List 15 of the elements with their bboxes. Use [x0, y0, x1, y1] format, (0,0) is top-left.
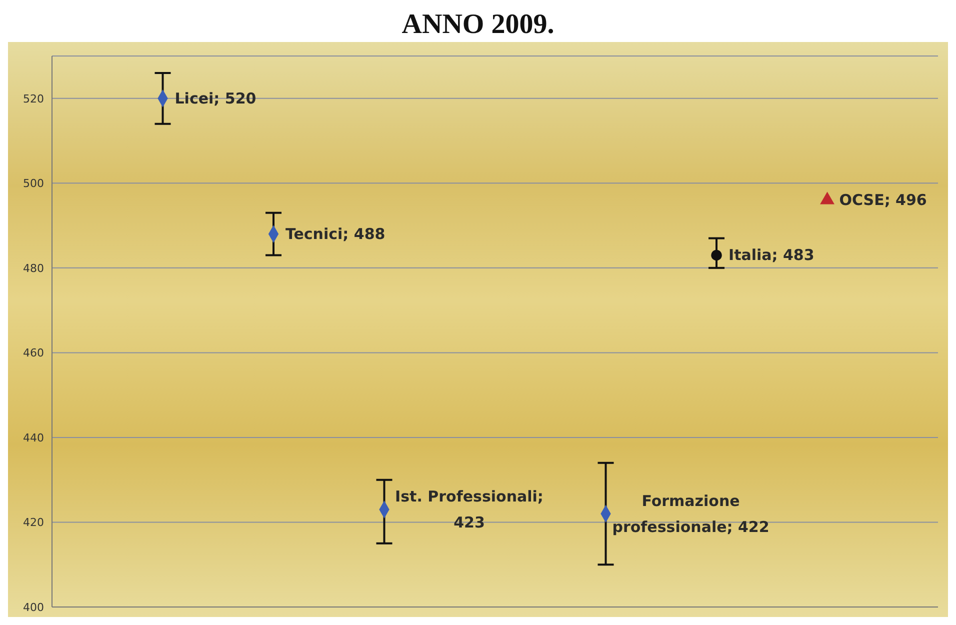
data-label: OCSE; 496 [839, 191, 927, 210]
y-tick-label: 440 [23, 431, 44, 444]
data-label: Formazione professionale; 422 [612, 492, 770, 536]
data-label: Licei; 520 [174, 89, 256, 108]
point [711, 250, 722, 261]
data-label: Tecnici; 488 [286, 225, 386, 244]
y-tick-label: 420 [23, 516, 44, 530]
y-tick-label: 400 [23, 600, 44, 614]
data-label: Italia; 483 [728, 246, 814, 264]
chart-title: ANNO 2009. [400, 8, 556, 42]
y-tick-label: 480 [23, 262, 44, 275]
y-tick-label: 520 [23, 92, 44, 106]
data-label: Ist. Professionali; 423 [395, 488, 544, 532]
y-tick-label: 460 [23, 346, 44, 360]
y-tick-label: 500 [23, 177, 44, 190]
